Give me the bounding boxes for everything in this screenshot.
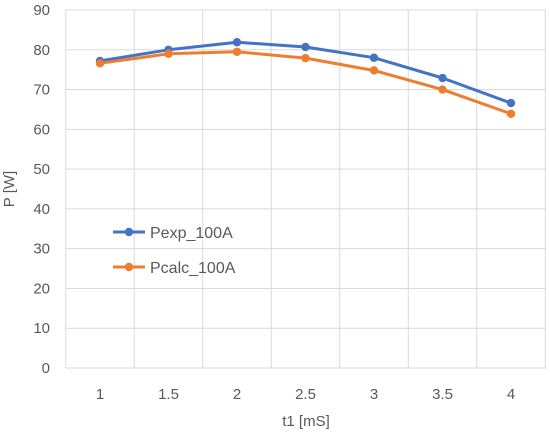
y-tick-label: 40 [33, 201, 50, 218]
legend-marker-Pcalc_100A [124, 262, 134, 272]
y-tick-label: 90 [33, 2, 50, 19]
data-point-Pcalc_100A-0 [95, 59, 105, 68]
y-tick-label: 0 [42, 360, 50, 377]
legend-marker-Pexp_100A [124, 227, 134, 237]
y-tick-label: 50 [33, 161, 50, 178]
legend-label-Pexp_100A: Pexp_100A [150, 225, 233, 242]
data-point-Pcalc_100A-2 [232, 47, 242, 56]
data-point-Pcalc_100A-6 [506, 109, 516, 119]
x-tick-label: 1.5 [158, 386, 179, 403]
data-point-Pexp_100A-6 [506, 98, 516, 108]
y-tick-label: 30 [33, 241, 50, 258]
legend: Pexp_100A Pcalc_100A [113, 225, 236, 277]
x-axis-ticks: 1 1.5 2 2.5 3 3.5 4 [96, 386, 515, 403]
x-tick-label: 3 [370, 386, 378, 403]
y-axis-ticks: 0 10 20 30 40 50 60 70 80 90 [33, 2, 50, 377]
data-point-Pcalc_100A-5 [438, 85, 447, 94]
x-tick-label: 3.5 [432, 386, 453, 403]
legend-label-Pcalc_100A: Pcalc_100A [150, 260, 236, 277]
gridlines [65, 9, 546, 369]
data-point-Pcalc_100A-4 [369, 66, 379, 75]
x-tick-label: 1 [96, 386, 104, 403]
plot-area [66, 10, 546, 368]
data-point-Pexp_100A-3 [301, 42, 310, 52]
data-point-Pexp_100A-4 [369, 53, 379, 62]
y-tick-label: 10 [33, 320, 50, 337]
data-point-Pexp_100A-2 [232, 38, 242, 47]
series-group [95, 38, 516, 119]
data-point-Pexp_100A-5 [438, 73, 447, 83]
x-tick-label: 4 [507, 386, 515, 403]
x-tick-label: 2 [233, 386, 241, 403]
data-point-Pcalc_100A-3 [301, 53, 310, 63]
y-tick-label: 80 [33, 42, 50, 59]
y-tick-label: 70 [33, 82, 50, 99]
x-tick-label: 2.5 [295, 386, 316, 403]
y-tick-label: 20 [33, 280, 50, 297]
x-axis-title: t1 [mS] [282, 413, 330, 430]
data-point-Pcalc_100A-1 [164, 49, 173, 58]
y-tick-label: 60 [33, 121, 50, 138]
y-axis-title: P [W] [1, 171, 18, 207]
